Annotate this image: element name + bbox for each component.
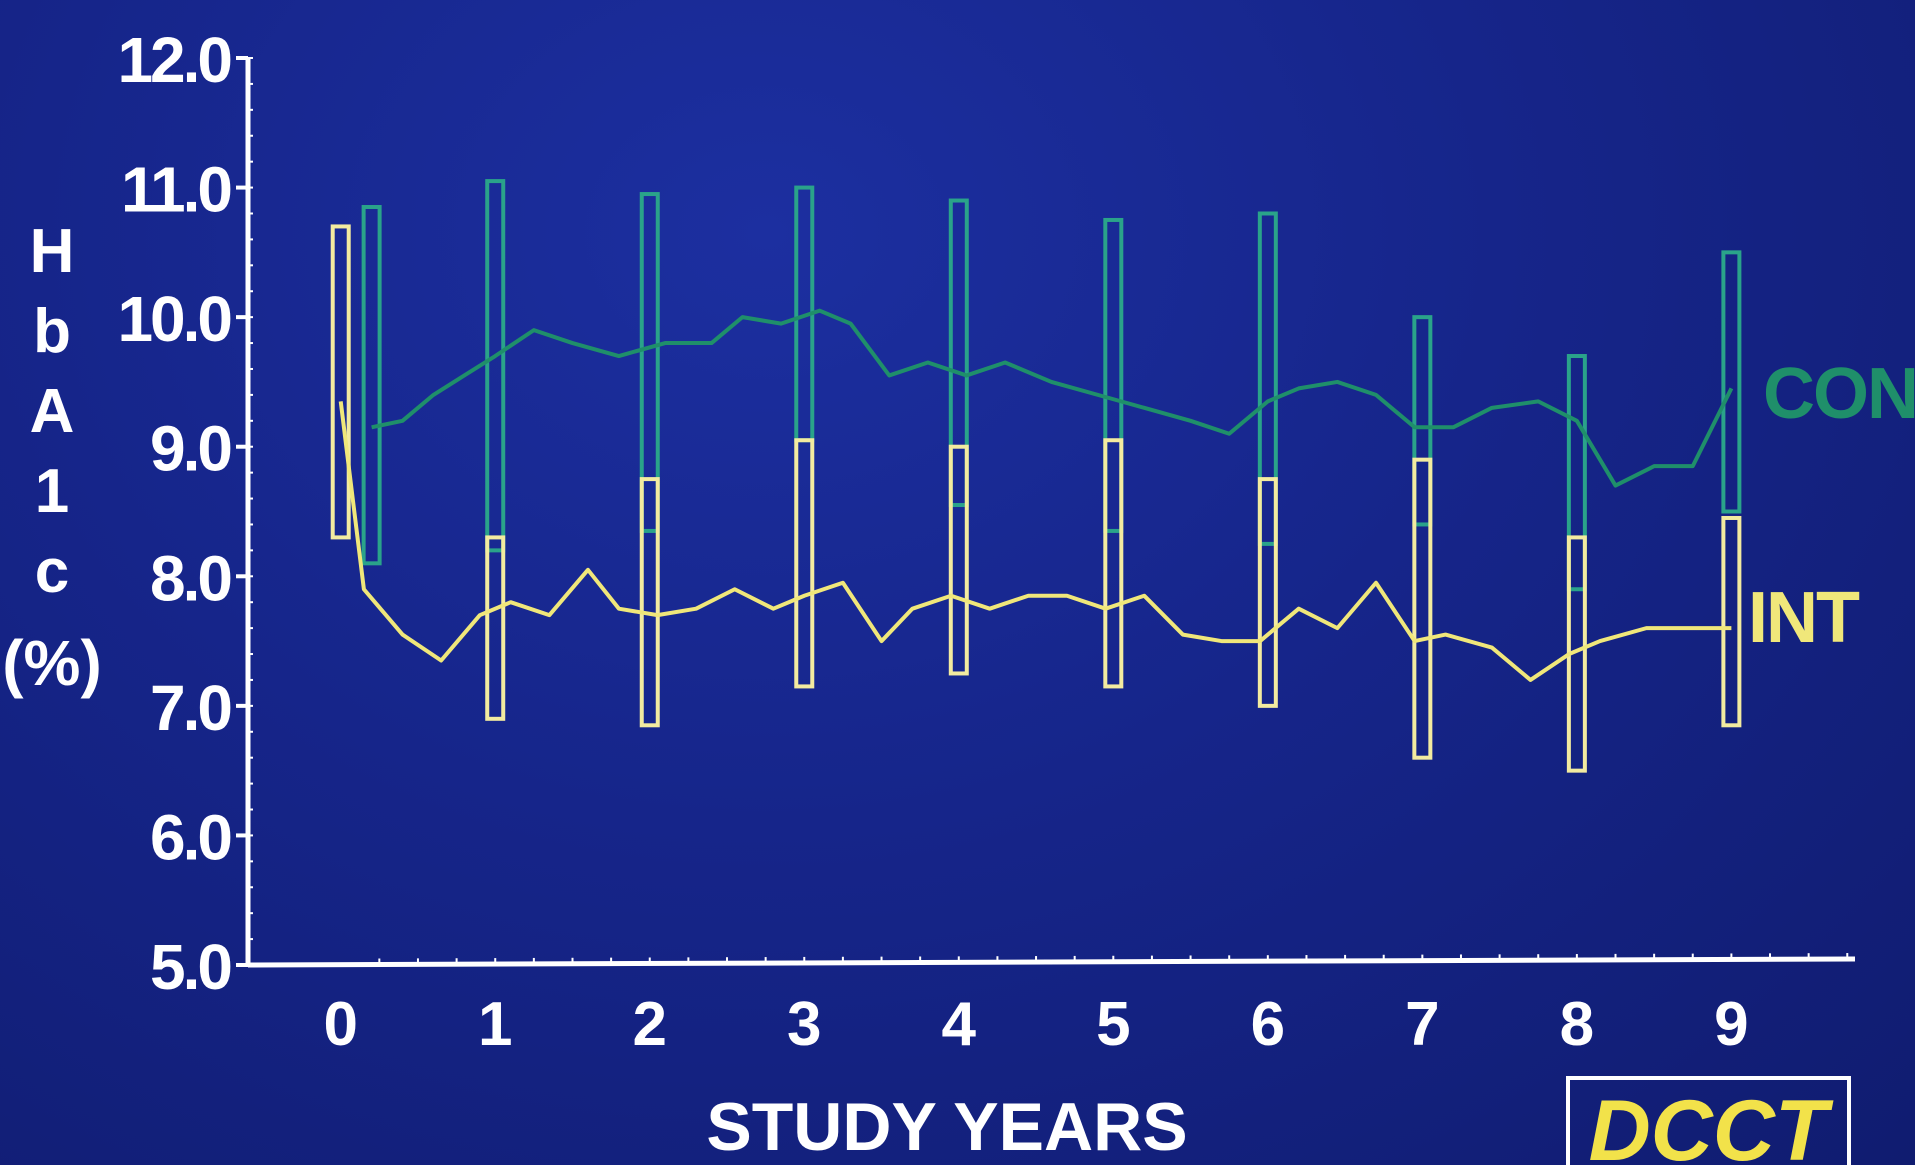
box-con <box>639 192 660 533</box>
y-label-char: 1 <box>35 457 69 526</box>
x-tick-label: 7 <box>1405 990 1439 1059</box>
box-int <box>639 477 660 728</box>
box-int <box>330 224 351 540</box>
y-tick-label: 10.0 <box>117 283 230 355</box>
x-tick-label: 6 <box>1251 990 1285 1059</box>
series-int <box>330 224 1742 773</box>
dcct-logo: DCCT <box>1566 1076 1851 1165</box>
x-tick-label: 4 <box>942 990 977 1059</box>
x-tick-label: 1 <box>478 990 512 1059</box>
logo-text: DCCT <box>1589 1083 1834 1165</box>
box-int <box>485 535 506 721</box>
x-tick-label: 8 <box>1560 990 1594 1059</box>
y-tick-label: 5.0 <box>150 931 230 1003</box>
y-label-char: A <box>30 377 75 446</box>
box-int <box>1257 477 1278 708</box>
box-int <box>948 444 969 676</box>
x-tick-label: 5 <box>1096 990 1130 1059</box>
box-con <box>361 205 382 566</box>
y-axis-label: HbA 1 c (%) <box>2 217 102 699</box>
box-int <box>1721 515 1742 728</box>
box-int <box>1103 438 1124 689</box>
y-tick-label: 11.0 <box>121 154 230 226</box>
box-con <box>1257 211 1278 546</box>
y-tick-label: 8.0 <box>150 542 230 614</box>
box-int <box>794 438 815 689</box>
line-con <box>371 308 1734 488</box>
box-con <box>485 179 506 553</box>
x-tick-label: 0 <box>323 990 357 1059</box>
line-int <box>338 401 1732 682</box>
box-con <box>1412 315 1433 527</box>
x-ticks: 0 1 2 3 4 5 6 7 8 9 <box>323 990 1748 1059</box>
y-tick-label: 9.0 <box>150 413 230 485</box>
series-labels: CON INT <box>1748 354 1915 658</box>
box-con <box>1566 354 1587 592</box>
y-label-char: c <box>35 537 69 606</box>
x-axis-line <box>247 956 1856 968</box>
x-tick-label: 2 <box>633 990 667 1059</box>
series-layer <box>330 179 1742 773</box>
y-tick-label: 6.0 <box>150 801 230 873</box>
y-tick-label: 7.0 <box>150 672 230 744</box>
y-label-char: b <box>33 297 71 366</box>
series-label-con: CON <box>1763 354 1915 434</box>
series-con <box>361 179 1742 592</box>
y-label-char: (%) <box>2 627 102 699</box>
box-int <box>1412 457 1433 760</box>
x-tick-label: 9 <box>1714 990 1748 1059</box>
y-tick-label: 12.0 <box>117 24 230 96</box>
x-tick-label: 3 <box>787 990 821 1059</box>
box-con <box>1721 250 1742 514</box>
y-ticks: 5.0 6.0 7.0 8.0 9.0 10.0 11.0 12.0 <box>117 24 248 1003</box>
box-con <box>948 198 969 508</box>
axes <box>245 57 1856 968</box>
y-label-char: H <box>30 217 75 286</box>
series-label-int: INT <box>1748 578 1860 658</box>
logo-border <box>1566 1076 1851 1165</box>
box-con <box>1103 217 1124 533</box>
x-axis-label: STUDY YEARS <box>706 1089 1187 1165</box>
